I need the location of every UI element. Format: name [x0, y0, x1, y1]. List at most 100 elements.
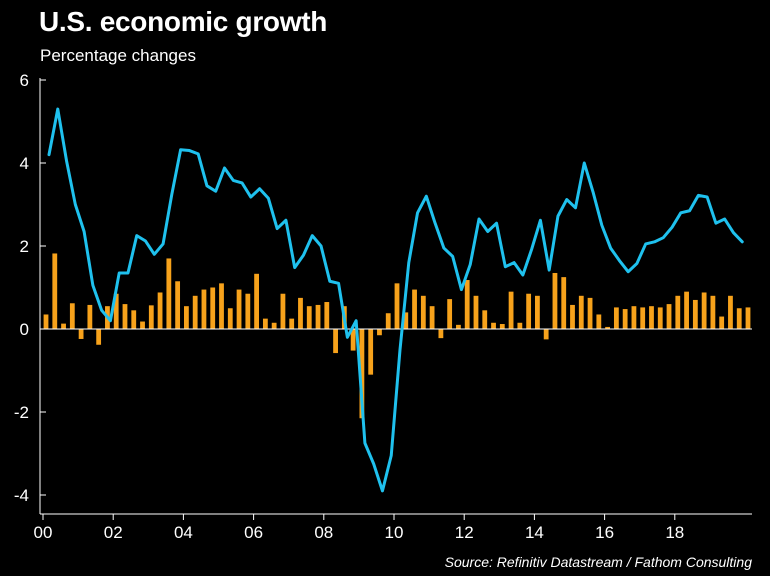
bar [87, 304, 93, 329]
y-tick-label: 4 [20, 154, 29, 173]
bar [526, 293, 532, 329]
bar [499, 324, 505, 329]
bar [464, 280, 470, 329]
bar [517, 322, 523, 329]
bar [377, 329, 382, 336]
bar [315, 304, 321, 329]
bar [552, 272, 558, 329]
bar [447, 299, 453, 329]
bar [113, 293, 119, 329]
bar [692, 299, 698, 329]
bar [368, 329, 374, 375]
y-tick-label: -2 [14, 403, 29, 422]
bar [122, 304, 128, 329]
bar [561, 277, 567, 330]
bar [622, 309, 628, 329]
bar [456, 324, 461, 329]
bar [657, 307, 663, 329]
bar [219, 283, 224, 329]
bar [350, 329, 356, 351]
x-tick-label: 18 [665, 523, 684, 542]
bar [333, 329, 338, 354]
bar [613, 307, 619, 329]
x-tick-label: 06 [244, 523, 263, 542]
line-series [47, 107, 744, 493]
bar [412, 289, 417, 329]
x-tick-label: 16 [595, 523, 614, 542]
bar [262, 318, 268, 330]
bar [543, 329, 549, 340]
bar [578, 295, 584, 329]
bar [570, 304, 575, 329]
bar [429, 306, 435, 329]
bar [587, 297, 593, 330]
bar [280, 293, 286, 329]
x-tick-label: 14 [525, 523, 544, 542]
bar [745, 307, 751, 329]
source-note: Source: Refinitiv Datastream / Fathom Co… [444, 554, 752, 570]
x-tick-label: 02 [104, 523, 123, 542]
bar [359, 329, 365, 419]
y-tick-label: 2 [20, 237, 29, 256]
x-tick-label: 12 [455, 523, 474, 542]
x-tick-label: 08 [314, 523, 333, 542]
bar [438, 329, 444, 339]
bar [140, 321, 145, 329]
bar [640, 307, 646, 329]
bar [394, 283, 400, 329]
axes [39, 78, 752, 515]
bar [236, 289, 242, 329]
bar [508, 291, 514, 329]
bar [385, 313, 391, 329]
bar [719, 316, 725, 329]
bar [736, 308, 742, 329]
bar-series [43, 253, 751, 419]
bar [289, 318, 295, 330]
bar [649, 306, 654, 329]
x-axis-ticks: 00 02 04 06 08 10 12 14 16 18 [34, 514, 684, 542]
bar [245, 293, 251, 329]
bar [666, 304, 672, 329]
x-tick-label: 04 [174, 523, 193, 542]
bar [175, 281, 181, 329]
x-tick-label: 00 [34, 523, 53, 542]
bar [298, 297, 303, 330]
y-axis-ticks: -4 -2 0 2 4 6 [14, 71, 46, 505]
bar [420, 295, 426, 329]
bar [96, 329, 102, 345]
bar [227, 308, 233, 329]
bar [61, 323, 66, 329]
bar [605, 326, 610, 329]
y-tick-label: -4 [14, 486, 29, 505]
bar [69, 303, 75, 329]
bar [271, 322, 277, 329]
bar [52, 253, 58, 329]
bar [192, 295, 198, 329]
y-tick-label: 0 [20, 320, 29, 339]
bar [254, 273, 259, 329]
bar [148, 305, 154, 329]
growth-line [47, 107, 744, 493]
bar [631, 306, 637, 329]
bar [473, 295, 479, 329]
bar [491, 322, 496, 329]
bar [166, 258, 172, 329]
bar [78, 329, 84, 339]
bar [184, 306, 189, 329]
bar [701, 292, 707, 329]
bar [201, 289, 207, 329]
bar [306, 306, 312, 329]
bar [210, 287, 216, 329]
y-tick-label: 6 [20, 71, 29, 90]
bar [324, 302, 330, 329]
bar [728, 295, 733, 329]
bar [403, 312, 409, 329]
bar [710, 295, 716, 329]
chart-title: U.S. economic growth [39, 6, 328, 37]
bar [675, 295, 681, 329]
bar [482, 310, 488, 329]
bar [684, 291, 689, 329]
x-tick-label: 10 [385, 523, 404, 542]
bar [596, 314, 602, 329]
